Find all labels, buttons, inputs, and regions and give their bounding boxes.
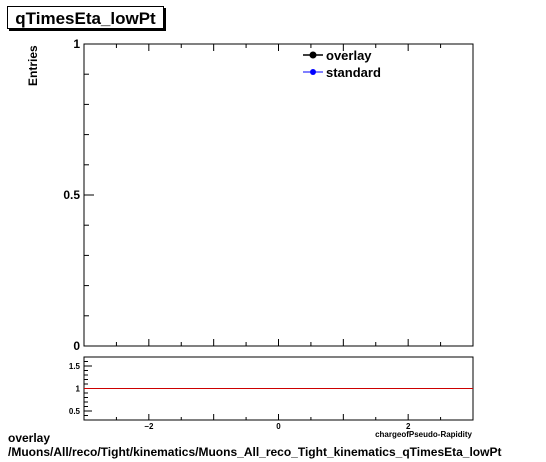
- legend-label-overlay: overlay: [326, 48, 372, 63]
- main-y-axis: 00.51: [63, 37, 94, 353]
- legend: overlay standard: [303, 48, 381, 80]
- legend-label-standard: standard: [326, 65, 381, 80]
- caption-line-2: /Muons/All/reco/Tight/kinematics/Muons_A…: [8, 445, 502, 459]
- caption-line-1: overlay: [8, 431, 51, 445]
- main-y-tick-label: 0: [73, 339, 80, 353]
- ratio-y-tick-label: 1: [76, 385, 81, 394]
- ratio-x-tick-label: −2: [144, 422, 154, 431]
- ratio-y-tick-label: 0.5: [69, 407, 81, 416]
- ratio-y-axis: 0.5 1 1.5: [69, 361, 92, 416]
- ratio-x-axis: −2 0 2: [83, 414, 474, 431]
- legend-marker-standard: [310, 69, 316, 75]
- main-y-tick-label: 1: [73, 37, 80, 51]
- legend-marker-overlay: [309, 51, 317, 59]
- main-x-axis-ticks: [83, 44, 474, 346]
- main-y-axis-label: Entries: [26, 45, 40, 86]
- ratio-y-tick-label: 1.5: [69, 362, 81, 371]
- ratio-x-axis-label: chargeofPseudo-Rapidity: [375, 430, 472, 439]
- legend-entry-overlay: overlay: [303, 48, 372, 63]
- ratio-x-tick-label: 2: [406, 422, 411, 431]
- histogram-title: qTimesEta_lowPt: [7, 6, 164, 29]
- ratio-x-tick-label: 0: [276, 422, 281, 431]
- main-plot-frame: [83, 43, 474, 347]
- main-y-tick-label: 0.5: [63, 188, 80, 202]
- legend-entry-standard: standard: [303, 65, 381, 80]
